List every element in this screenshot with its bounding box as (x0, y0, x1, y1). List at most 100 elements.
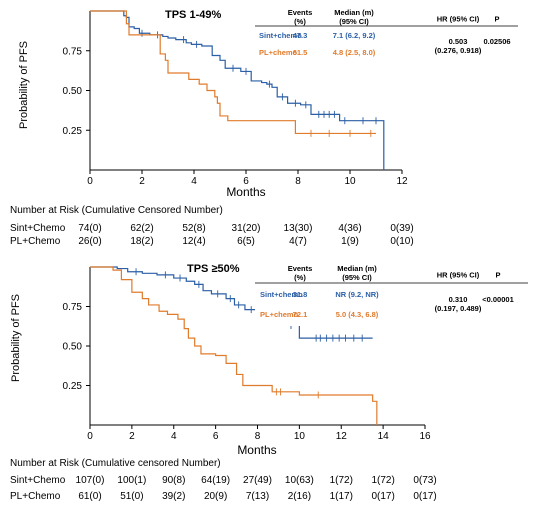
x-tick-label: 12 (336, 431, 348, 442)
risk-value: 0(39) (390, 223, 413, 234)
chart-panel-2: 0 2 4 6 8 10 12 14 16 0.25 0.50 0.75 TPS ≥50% Probabi… (10, 263, 528, 502)
stats-header: P (494, 15, 499, 24)
x-tick-label: 10 (344, 176, 356, 187)
stats-row-events: 72.1 (293, 310, 308, 319)
risk-value: 0(17) (413, 491, 436, 502)
x-tick-label: 16 (419, 431, 431, 442)
stats-header: P (495, 271, 500, 280)
risk-value: 0(17) (371, 491, 394, 502)
km-curve-pl (90, 266, 378, 425)
stats-header: (%) (294, 17, 306, 26)
km-curve-sint (90, 10, 385, 170)
risk-value: 39(2) (162, 491, 185, 502)
risk-value: 1(72) (371, 475, 394, 486)
stats-hr: 0.503 (449, 37, 468, 46)
risk-value: 0(10) (390, 236, 413, 247)
x-tick-label: 14 (378, 431, 390, 442)
risk-value: 4(36) (338, 223, 361, 234)
stats-row-median: 4.8 (2.5, 8.0) (333, 48, 376, 57)
risk-value: 64(19) (201, 475, 230, 486)
risk-value: 31(20) (232, 223, 261, 234)
y-axis-label: Probability of PFS (18, 41, 30, 129)
risk-value: 1(72) (330, 475, 353, 486)
risk-value: 4(7) (289, 236, 307, 247)
stats-row-name: PL+chemo (260, 310, 299, 319)
y-tick-label: 0.75 (63, 302, 83, 313)
risk-value: 90(8) (162, 475, 185, 486)
risk-value: 18(2) (130, 236, 153, 247)
stats-header: Events (288, 264, 313, 273)
risk-value: 100(1) (117, 475, 146, 486)
x-axis-label: Months (237, 443, 276, 457)
stats-row-events: 47.3 (293, 31, 308, 40)
stats-table: Events(%) Median (m)(95% CI) HR (95% CI) P S… (255, 8, 518, 64)
risk-value: 10(63) (285, 475, 314, 486)
risk-value: 62(2) (130, 223, 153, 234)
risk-value: 6(5) (237, 236, 255, 247)
risk-value: 12(4) (182, 236, 205, 247)
stats-p-value: 0.02506 (483, 37, 510, 46)
stats-table-background (255, 263, 528, 326)
risk-value: 26(0) (78, 236, 101, 247)
x-tick-label: 2 (129, 431, 135, 442)
risk-value: 61(0) (78, 491, 101, 502)
x-tick-label: 6 (243, 176, 249, 187)
stats-row-name: Sint+chemo (259, 31, 302, 40)
risk-table-title: Number at Risk (Cumulative Censored Numb… (10, 205, 223, 216)
stats-header: (95% CI) (339, 17, 369, 26)
risk-value: 7(13) (246, 491, 269, 502)
risk-row-label: Sint+Chemo (10, 475, 66, 486)
stats-row-median: 5.0 (4.3, 6.8) (336, 310, 379, 319)
risk-row-label: PL+Chemo (10, 491, 61, 502)
stats-row-median: NR (9.2, NR) (335, 290, 379, 299)
stats-header: Median (m) (334, 8, 374, 17)
y-axis-label: Probability of PFS (10, 294, 22, 382)
stats-hr-ci: (0.197, 0.489) (435, 304, 482, 313)
chart-title: TPS ≥50% (187, 263, 240, 275)
risk-table: Number at Risk (Cumulative censored Numb… (10, 458, 437, 502)
stats-header: (%) (294, 273, 306, 282)
x-tick-label: 12 (396, 176, 408, 187)
x-tick-label: 4 (191, 176, 197, 187)
stats-row-name: PL+chemo (259, 48, 298, 57)
risk-value: 107(0) (76, 475, 105, 486)
y-tick-label: 0.25 (63, 381, 83, 392)
risk-value: 74(0) (78, 223, 101, 234)
risk-row-label: Sint+Chemo (10, 223, 66, 234)
stats-row-median: 7.1 (6.2, 9.2) (333, 31, 376, 40)
stats-header: HR (95% CI) (437, 271, 480, 280)
x-tick-label: 8 (295, 176, 301, 187)
y-tick-label: 0.50 (63, 342, 83, 353)
risk-value: 1(9) (341, 236, 359, 247)
stats-p-value: <0.00001 (482, 295, 514, 304)
risk-value: 1(17) (330, 491, 353, 502)
y-tick-label: 0.75 (63, 46, 83, 57)
x-tick-label: 10 (294, 431, 306, 442)
stats-table-background (255, 8, 518, 64)
x-axis-label: Months (226, 185, 265, 199)
km-curve-pl (90, 10, 376, 135)
risk-value: 52(8) (182, 223, 205, 234)
x-tick-label: 8 (255, 431, 261, 442)
y-tick-label: 0.50 (63, 86, 83, 97)
risk-value: 27(49) (243, 475, 272, 486)
stats-header: Median (m) (337, 264, 377, 273)
risk-table-title: Number at Risk (Cumulative censored Numb… (10, 458, 221, 469)
stats-header: HR (95% CI) (437, 15, 480, 24)
risk-table: Number at Risk (Cumulative Censored Numb… (10, 205, 414, 247)
x-tick-label: 0 (87, 431, 93, 442)
x-tick-label: 6 (213, 431, 219, 442)
risk-value: 51(0) (120, 491, 143, 502)
risk-value: 0(73) (413, 475, 436, 486)
y-tick-label: 0.25 (63, 126, 83, 137)
stats-row-events: 61.5 (293, 48, 308, 57)
chart-panel-1: 0 2 4 6 8 10 12 0.25 0.50 0.75 TPS 1-49% Probabilit… (10, 8, 518, 247)
stats-hr: 0.310 (449, 295, 468, 304)
stats-row-name: Sint+chemo (260, 290, 303, 299)
risk-value: 2(16) (288, 491, 311, 502)
risk-value: 20(9) (204, 491, 227, 502)
x-tick-label: 0 (87, 176, 93, 187)
x-tick-label: 4 (171, 431, 177, 442)
stats-header: (95% CI) (342, 273, 372, 282)
